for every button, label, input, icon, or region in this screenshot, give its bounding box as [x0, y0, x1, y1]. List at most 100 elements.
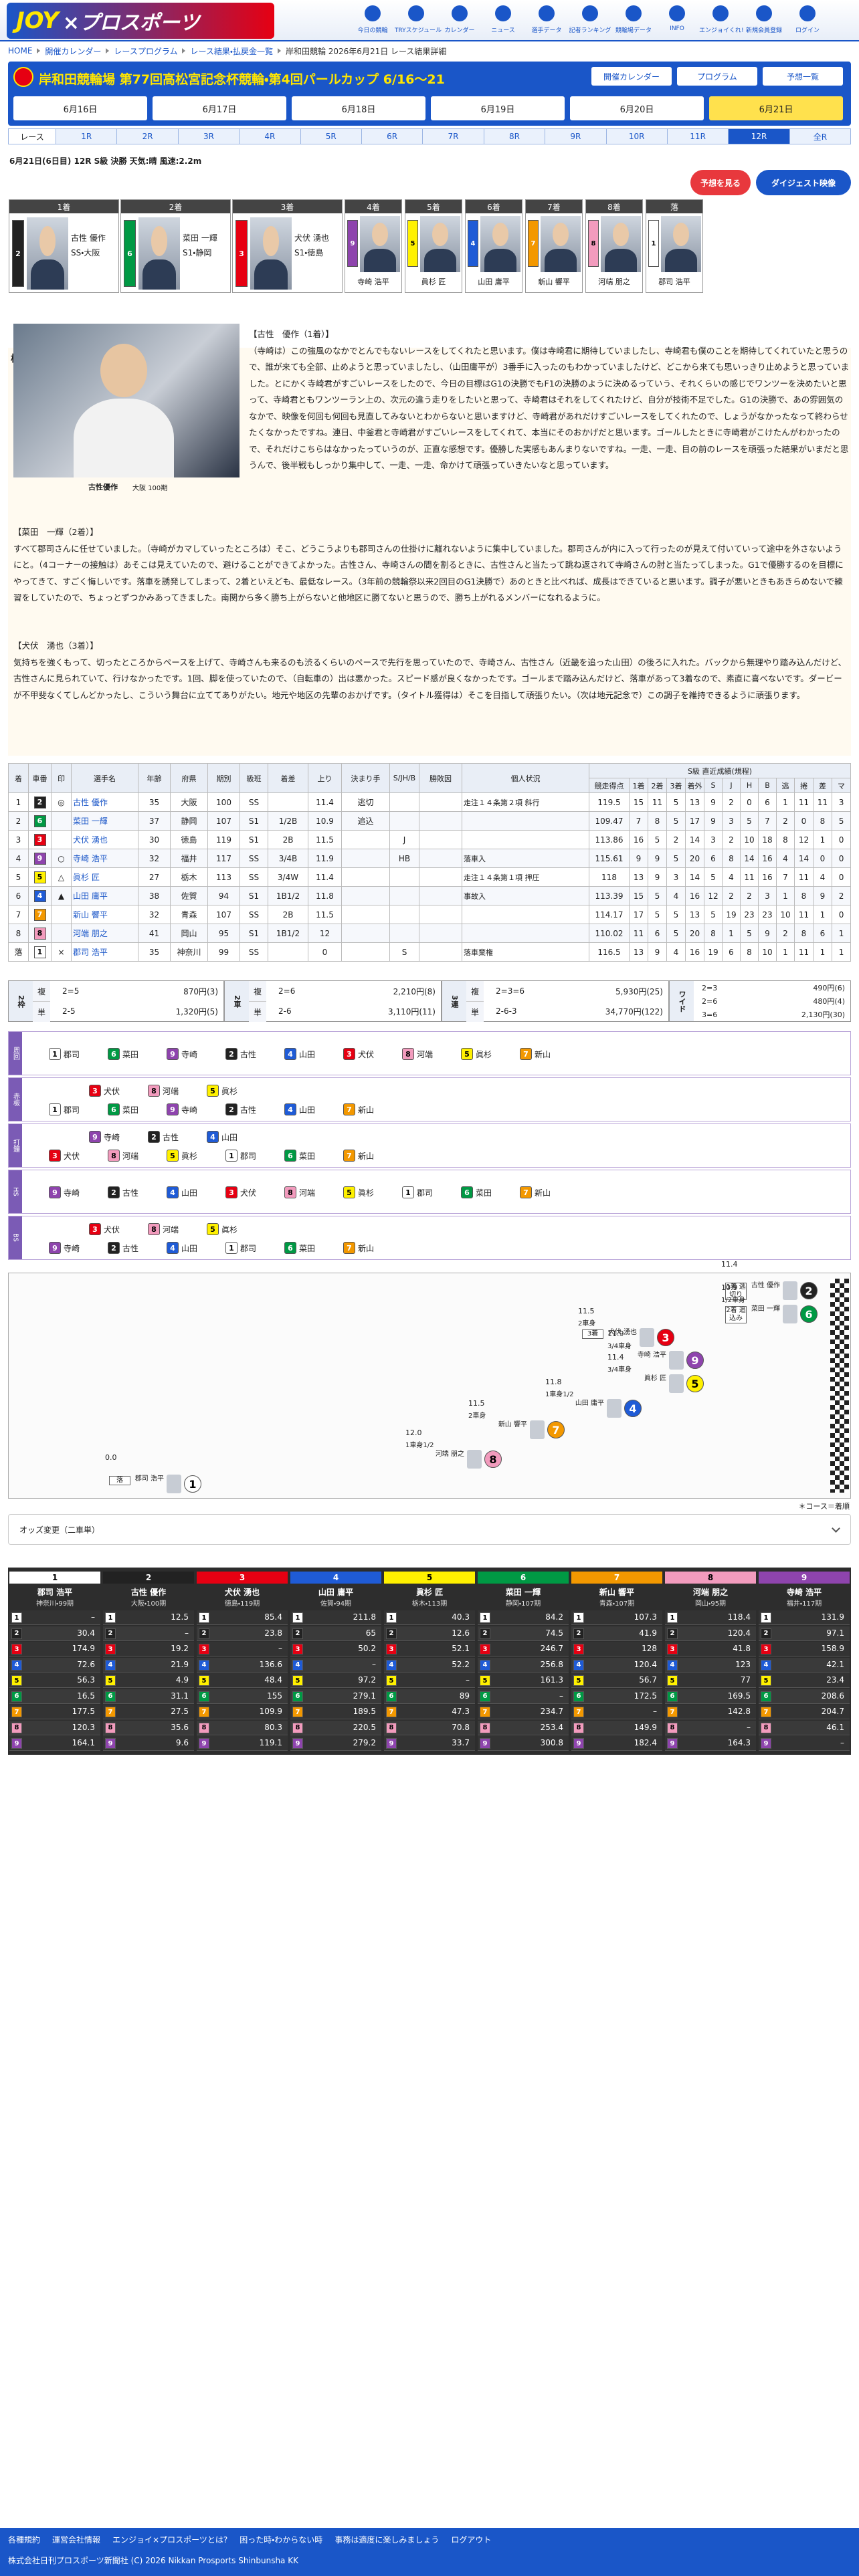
breadcrumb-link[interactable]: HOME [8, 46, 33, 56]
odds-value: 300.8 [540, 1738, 563, 1747]
nav-item[interactable]: 今日の競輪 [351, 4, 394, 39]
odds-value: 208.6 [821, 1691, 844, 1701]
car-chip: 2 [105, 1628, 116, 1639]
odds-value: 279.1 [353, 1691, 376, 1701]
car-chip: 9 [199, 1738, 209, 1749]
result-card: 4着 9 寺崎 浩平 [345, 199, 402, 293]
race-tab[interactable]: 11R [666, 129, 728, 144]
race-tab[interactable]: 2R [116, 129, 177, 144]
result-cell: 7 [8, 905, 29, 924]
race-tab[interactable]: 3R [177, 129, 239, 144]
date-tab[interactable]: 6月20日 [570, 96, 704, 120]
nav-label[interactable]: エンジョイくれ! [699, 27, 744, 34]
odds-value: 56.3 [77, 1675, 95, 1685]
breadcrumb-link[interactable]: 開催カレンダー [45, 46, 102, 56]
race-tab[interactable]: 4R [239, 129, 300, 144]
nav-label[interactable]: 選手データ [531, 27, 562, 34]
result-cell: 5 [666, 849, 686, 868]
car-chip: 3 [11, 1644, 22, 1654]
nav-item[interactable]: エンジョイくれ! [699, 4, 744, 39]
race-tab[interactable]: 7R [422, 129, 483, 144]
action-button[interactable]: ダイジェスト映像 [756, 170, 851, 195]
date-tab[interactable]: 6月17日 [153, 96, 286, 120]
race-tab[interactable]: 全R [789, 129, 850, 144]
odds-value: 9.6 [175, 1738, 189, 1747]
car-chip: 3 [49, 1150, 61, 1162]
footer-link[interactable]: 運営会社情報 [52, 2535, 101, 2545]
photo-body [665, 248, 697, 272]
nav-item[interactable]: ログイン [786, 4, 829, 39]
race-tab[interactable]: 6R [361, 129, 422, 144]
result-cell: 41 [138, 924, 171, 943]
race-tab[interactable]: 1R [56, 129, 116, 144]
footer-link[interactable]: エンジョイ×プロスポーツとは? [112, 2535, 228, 2545]
logo-pro[interactable]: ×プロスポーツ [62, 11, 200, 35]
breadcrumb-link[interactable]: レースプログラム [114, 46, 178, 56]
racer-photo [360, 216, 400, 272]
nav-label[interactable]: カレンダー [444, 27, 475, 34]
nav-label[interactable]: INFO [670, 25, 684, 32]
nav-label[interactable]: TRYスケジュール [395, 27, 442, 34]
nav-label[interactable]: ログイン [795, 27, 820, 34]
odds-col-header: 2 [103, 1572, 194, 1584]
footer-link[interactable]: 各種規約 [8, 2535, 41, 2545]
report-text: すべて郡司さんに任せていました。（寺崎がカマしていったところは）そこ、どうこうよ… [13, 543, 844, 603]
car-chip: 5 [105, 1675, 116, 1686]
nav-item[interactable]: TRYスケジュール [395, 4, 442, 39]
nav-label[interactable]: 記者ランキング [569, 27, 611, 34]
nav-item[interactable]: 記者ランキング [569, 4, 611, 39]
meet-button[interactable]: 開催カレンダー [591, 67, 672, 86]
nav-label[interactable]: 新規会員登録 [745, 27, 782, 34]
result-cell: 11 [629, 924, 648, 943]
odds-toggle-label[interactable]: オッズ変更（二車単） [19, 1525, 100, 1535]
nav-label[interactable]: 今日の競輪 [357, 27, 388, 34]
result-cell: 6 [704, 849, 723, 868]
date-tab[interactable]: 6月19日 [431, 96, 565, 120]
date-tab[interactable]: 6月18日 [292, 96, 425, 120]
payout-group: 2車複 2=6 2,210円(8) 単 2-6 3,110円(11) [224, 980, 442, 1022]
result-cell: 0 [831, 849, 852, 868]
car-chip: 7 [386, 1707, 397, 1717]
nav-item[interactable]: カレンダー [438, 4, 481, 39]
odds-toggle[interactable]: オッズ変更（二車単） [8, 1514, 851, 1545]
report-paragraph: 【犬伏 湧也（3着）】 気持ちを強くもって、切ったところからペースを上げて、寺崎さ… [13, 638, 850, 704]
nav-item[interactable]: INFO [656, 4, 698, 39]
footer-link[interactable]: 事務は適度に楽しみましょう [335, 2535, 440, 2545]
result-cell: 山田 庸平 [71, 886, 138, 905]
nav-item[interactable]: 新規会員登録 [743, 4, 785, 39]
result-cell [51, 924, 72, 943]
chevron [832, 1524, 840, 1533]
footer-link[interactable]: ログアウト [451, 2535, 492, 2545]
date-tab[interactable]: 6月16日 [13, 96, 147, 120]
nav-item[interactable]: 競輪場データ [612, 4, 655, 39]
odds-value: 109.9 [259, 1707, 282, 1716]
result-cell [419, 886, 462, 905]
footer-link[interactable]: 困った時・わからない時 [240, 2535, 323, 2545]
odds-cell: 9 182.4 [571, 1736, 662, 1751]
line-name: 新山 [358, 1243, 375, 1253]
race-tab[interactable]: 5R [300, 129, 361, 144]
result-cell: 6 [722, 942, 741, 962]
breadcrumb-link[interactable]: レース結果・払戻金一覧 [190, 46, 273, 56]
line-member: 2 古性 [108, 1185, 165, 1200]
nav-item[interactable]: ニュース [482, 4, 524, 39]
race-tab[interactable]: 8R [483, 129, 545, 144]
date-tab[interactable]: 6月21日 [709, 96, 843, 120]
action-button[interactable]: 予想を見る [690, 170, 751, 195]
nav-label[interactable]: 競輪場データ [615, 27, 652, 34]
race-tab[interactable]: 12R [728, 129, 789, 144]
nav-label[interactable]: ニュース [491, 27, 515, 34]
logo-joy[interactable]: JOY [16, 7, 59, 34]
result-cell: 10 [740, 830, 759, 849]
map-photo [783, 1281, 797, 1300]
result-cell: 2 [776, 811, 795, 831]
race-tab[interactable]: 10R [605, 129, 667, 144]
race-tab[interactable]: 9R [545, 129, 605, 144]
payout-amount: 34,770円(122) [605, 1006, 663, 1016]
result-cell: 7 [776, 867, 795, 887]
line-member: 5 眞杉 [343, 1185, 401, 1200]
result-cell: 河端 朋之 [71, 924, 138, 943]
meet-button[interactable]: プログラム [677, 67, 757, 86]
nav-item[interactable]: 選手データ [525, 4, 568, 39]
meet-button[interactable]: 予想一覧 [763, 67, 843, 86]
